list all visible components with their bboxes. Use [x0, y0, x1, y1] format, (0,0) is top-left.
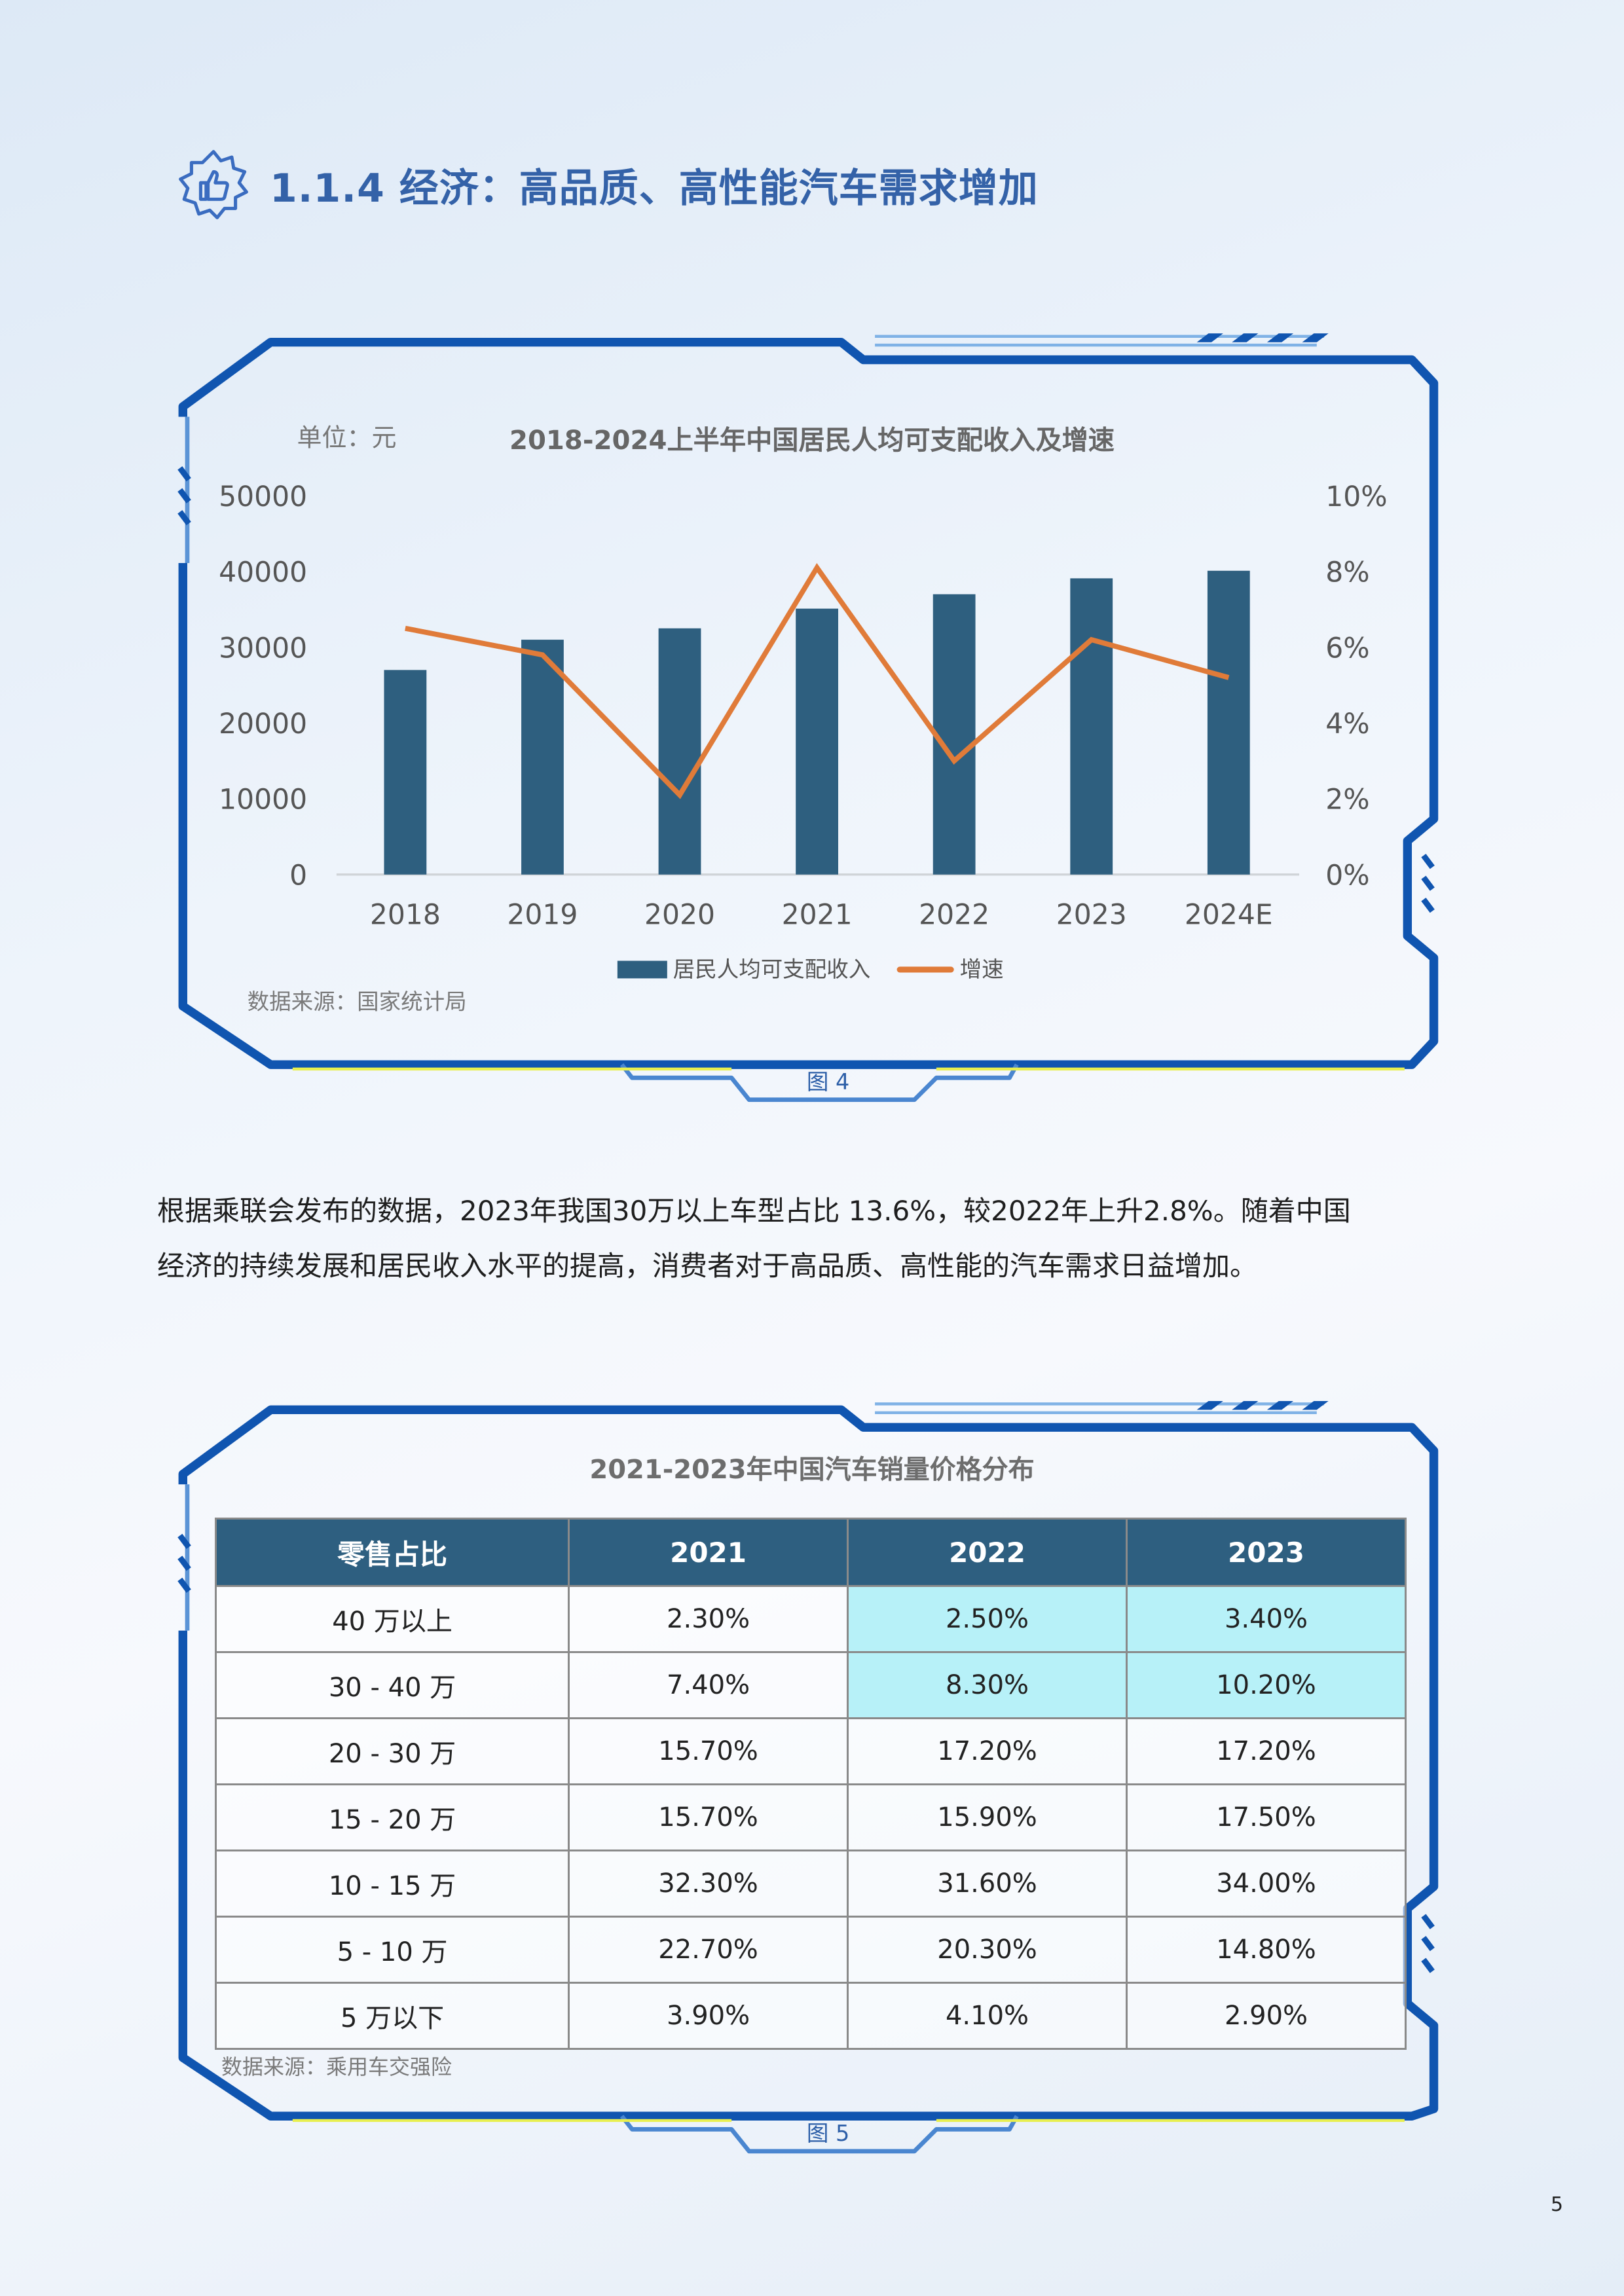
section-title: 1.1.4 经济：高品质、高性能汽车需求增加: [270, 165, 1039, 211]
paragraph-line-1: 根据乘联会发布的数据，2023年我国30万以上车型占比 13.6%，较2022年…: [157, 1195, 1351, 1227]
frame-figure-4: [177, 333, 1439, 1102]
body-paragraph: 根据乘联会发布的数据，2023年我国30万以上车型占比 13.6%，较2022年…: [157, 1184, 1473, 1294]
source-note: 数据来源：国家统计局: [248, 989, 467, 1014]
table-cell: 15.90%: [847, 1783, 1128, 1851]
table-row: 40 万以上 2.30% 2.50% 3.40%: [214, 1585, 1407, 1653]
column-header: 2023: [1126, 1518, 1407, 1587]
table-cell: 10.20%: [1126, 1651, 1407, 1719]
left-tick-label: 10000: [219, 784, 307, 816]
right-tick-label: 8%: [1325, 557, 1369, 589]
left-tick-label: 40000: [219, 557, 307, 589]
legend-label-growth: 增速: [960, 957, 1004, 982]
row-label: 30 - 40 万: [214, 1651, 570, 1719]
row-label: 5 - 10 万: [214, 1916, 570, 1984]
right-tick-label: 6%: [1325, 632, 1369, 665]
section-heading: 1.1.4 经济：高品质、高性能汽车需求增加: [177, 145, 1039, 224]
left-tick-label: 50000: [219, 481, 307, 513]
bar-2019: [521, 640, 564, 875]
x-tick-label: 2019: [507, 900, 578, 932]
table-cell: 17.20%: [1126, 1717, 1407, 1785]
table-cell: 20.30%: [847, 1916, 1128, 1984]
legend-label-income: 居民人均可支配收入: [673, 957, 871, 982]
table-cell: 3.90%: [568, 1982, 849, 2050]
x-tick-label: 2023: [1056, 900, 1127, 932]
left-tick-label: 0: [289, 860, 307, 892]
chart-title: 2018-2024上半年中国居民人均可支配收入及增速: [509, 426, 1115, 456]
row-label: 15 - 20 万: [214, 1783, 570, 1851]
row-label: 10 - 15 万: [214, 1850, 570, 1918]
table-cell: 3.40%: [1126, 1585, 1407, 1653]
x-tick-label: 2018: [370, 900, 441, 932]
left-axis-ticks: 0 10000 20000 30000 40000 50000: [219, 481, 307, 892]
thumbs-up-badge-icon: [179, 150, 248, 219]
x-tick-label: 2024E: [1185, 900, 1273, 932]
table-row: 30 - 40 万 7.40% 8.30% 10.20%: [214, 1651, 1407, 1719]
table-cell: 14.80%: [1126, 1916, 1407, 1984]
table-row: 5 万以下 3.90% 4.10% 2.90%: [214, 1982, 1407, 2050]
line-series: [405, 563, 1230, 799]
frame-figure-5: [177, 1400, 1439, 2154]
table-cell: 2.90%: [1126, 1982, 1407, 2050]
x-tick-label: 2022: [919, 900, 989, 932]
legend: 居民人均可支配收入 增速: [617, 957, 1004, 982]
table-row: 10 - 15 万 32.30% 31.60% 34.00%: [214, 1850, 1407, 1918]
table-cell: 32.30%: [568, 1850, 849, 1918]
left-tick-label: 20000: [219, 708, 307, 740]
table-cell: 2.50%: [847, 1585, 1128, 1653]
table-title: 2021-2023年中国汽车销量价格分布: [589, 1455, 1035, 1485]
bar-2018: [384, 670, 427, 875]
unit-label: 单位：元: [297, 423, 397, 452]
legend-swatch-income: [617, 960, 667, 979]
table-cell: 8.30%: [847, 1651, 1128, 1719]
column-header: 2021: [568, 1518, 849, 1587]
table-cell: 17.50%: [1126, 1783, 1407, 1851]
bar-2024E: [1207, 570, 1250, 875]
table-cell: 7.40%: [568, 1651, 849, 1719]
bar-2023: [1070, 578, 1113, 875]
right-tick-label: 4%: [1325, 708, 1369, 740]
right-axis-ticks: 0% 2% 4% 6% 8% 10%: [1325, 481, 1387, 892]
figure-4-caption: 图 4: [807, 1069, 849, 1095]
table-body: 40 万以上 2.30% 2.50% 3.40% 30 - 40 万 7.40% 8.30%…: [214, 1585, 1407, 2050]
bar-2022: [932, 594, 976, 875]
bar-2020: [658, 628, 701, 875]
page-number: 5: [1551, 2193, 1564, 2216]
x-axis-labels: 2018 2019 2020 2021 2022 2023 2024E: [370, 900, 1273, 932]
left-tick-label: 30000: [219, 632, 307, 665]
table-header-row: 零售占比 2021 2022 2023: [214, 1518, 1407, 1587]
table-cell: 15.70%: [568, 1717, 849, 1785]
figure-5-caption: 图 5: [807, 2121, 849, 2146]
table-cell: 34.00%: [1126, 1850, 1407, 1918]
x-tick-label: 2021: [782, 900, 853, 932]
x-tick-label: 2020: [644, 900, 715, 932]
table-source-note: 数据来源：乘用车交强险: [221, 2054, 452, 2079]
row-label: 5 万以下: [214, 1982, 570, 2050]
table-cell: 17.20%: [847, 1717, 1128, 1785]
price-distribution-table: 零售占比 2021 2022 2023 40 万以上 2.30% 2.50% 3.40% 30…: [214, 1518, 1407, 2050]
paragraph-line-2: 经济的持续发展和居民收入水平的提高，消费者对于高品质、高性能的汽车需求日益增加。: [157, 1250, 1258, 1282]
table-cell: 2.30%: [568, 1585, 849, 1653]
bar-series: [384, 570, 1250, 875]
row-label: 40 万以上: [214, 1585, 570, 1653]
table-cell: 31.60%: [847, 1850, 1128, 1918]
table-cell: 22.70%: [568, 1916, 849, 1984]
column-header: 零售占比: [214, 1518, 570, 1587]
table-row: 15 - 20 万 15.70% 15.90% 17.50%: [214, 1783, 1407, 1851]
table-cell: 4.10%: [847, 1982, 1128, 2050]
bar-2021: [796, 608, 838, 875]
right-tick-label: 0%: [1325, 860, 1369, 892]
right-tick-label: 2%: [1325, 784, 1369, 816]
column-header: 2022: [847, 1518, 1128, 1587]
row-label: 20 - 30 万: [214, 1717, 570, 1785]
table-row: 5 - 10 万 22.70% 20.30% 14.80%: [214, 1916, 1407, 1984]
table-row: 20 - 30 万 15.70% 17.20% 17.20%: [214, 1717, 1407, 1785]
table-cell: 15.70%: [568, 1783, 849, 1851]
right-tick-label: 10%: [1325, 481, 1387, 513]
